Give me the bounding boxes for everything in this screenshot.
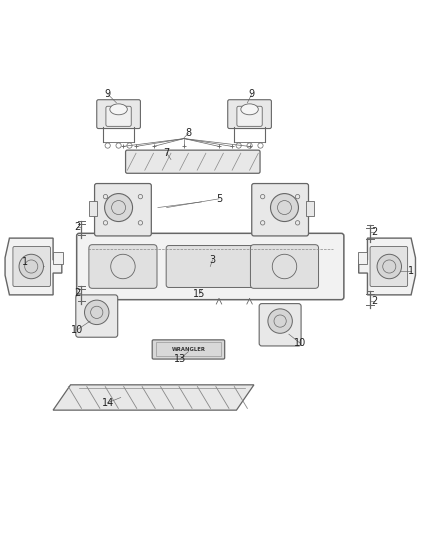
Text: 1: 1	[408, 266, 414, 276]
Circle shape	[377, 254, 402, 279]
Text: 5: 5	[216, 194, 222, 204]
FancyBboxPatch shape	[152, 340, 225, 359]
FancyBboxPatch shape	[106, 106, 131, 126]
FancyBboxPatch shape	[228, 100, 272, 128]
Bar	[53, 252, 63, 264]
FancyBboxPatch shape	[126, 150, 260, 173]
Polygon shape	[5, 238, 62, 295]
FancyBboxPatch shape	[237, 106, 262, 126]
Text: 13: 13	[173, 354, 186, 364]
FancyBboxPatch shape	[97, 100, 141, 128]
Circle shape	[105, 193, 133, 222]
Text: 9: 9	[105, 89, 111, 99]
FancyBboxPatch shape	[76, 295, 118, 337]
Text: 1: 1	[21, 257, 28, 267]
Text: 10: 10	[293, 338, 306, 348]
FancyBboxPatch shape	[252, 183, 308, 236]
Text: 2: 2	[371, 227, 377, 237]
Text: 9: 9	[249, 89, 255, 99]
FancyBboxPatch shape	[251, 245, 318, 288]
Ellipse shape	[241, 104, 258, 115]
Text: 2: 2	[74, 222, 80, 232]
Text: 3: 3	[209, 255, 215, 265]
Polygon shape	[53, 385, 254, 410]
FancyBboxPatch shape	[166, 246, 254, 287]
FancyBboxPatch shape	[370, 246, 408, 287]
Text: 2: 2	[74, 288, 80, 298]
Circle shape	[85, 300, 109, 325]
Text: WRANGLER: WRANGLER	[171, 347, 205, 352]
Text: 10: 10	[71, 325, 83, 335]
Text: 8: 8	[185, 128, 191, 139]
Bar	[89, 201, 97, 216]
Text: 14: 14	[102, 398, 114, 408]
Polygon shape	[359, 238, 416, 295]
Bar	[306, 201, 314, 216]
FancyBboxPatch shape	[13, 246, 50, 287]
Ellipse shape	[110, 104, 127, 115]
FancyBboxPatch shape	[89, 245, 157, 288]
FancyBboxPatch shape	[259, 304, 301, 346]
Text: 2: 2	[371, 296, 377, 306]
FancyBboxPatch shape	[77, 233, 344, 300]
Circle shape	[268, 309, 292, 333]
Circle shape	[271, 193, 298, 222]
Text: 7: 7	[163, 148, 170, 158]
Bar	[358, 252, 367, 264]
Text: 15: 15	[193, 289, 205, 299]
FancyBboxPatch shape	[95, 183, 151, 236]
Circle shape	[19, 254, 43, 279]
